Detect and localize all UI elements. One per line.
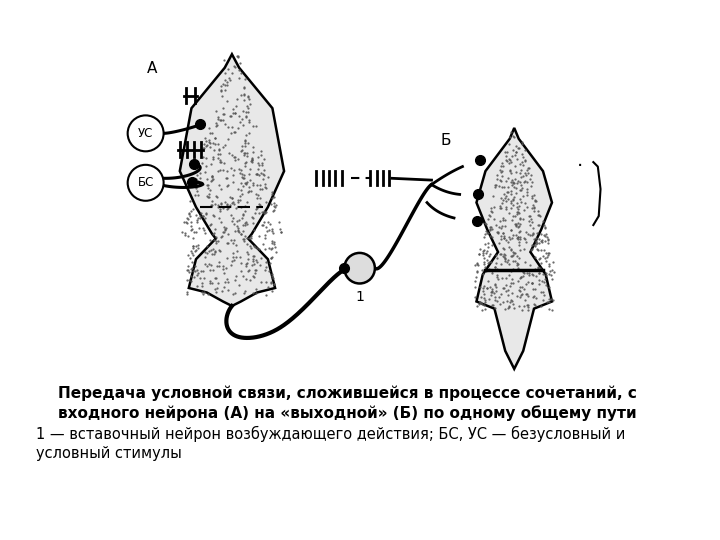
Circle shape [127, 116, 163, 151]
Text: 1 — вставочный нейрон возбуждающего действия; БС, УС — безусловный и
условный ст: 1 — вставочный нейрон возбуждающего дейс… [36, 426, 626, 461]
Text: УС: УС [138, 127, 153, 140]
Polygon shape [477, 128, 552, 369]
Polygon shape [180, 54, 284, 306]
Circle shape [344, 253, 375, 284]
Text: ·: · [577, 157, 583, 176]
Text: Передача условной связи, сложившейся в процессе сочетаний, с
входного нейрона (А: Передача условной связи, сложившейся в п… [58, 385, 637, 421]
Text: А: А [147, 62, 157, 77]
Circle shape [127, 165, 163, 201]
Text: Б: Б [441, 133, 451, 148]
Text: БС: БС [138, 176, 154, 190]
Text: 1: 1 [355, 290, 364, 304]
